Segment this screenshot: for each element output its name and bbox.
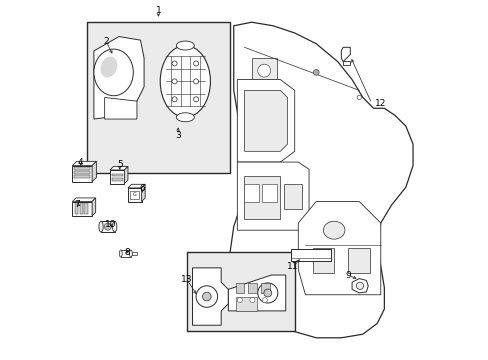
Bar	[101, 221, 115, 232]
Text: 8: 8	[124, 248, 129, 257]
Polygon shape	[142, 184, 145, 202]
Bar	[235, 297, 257, 311]
Ellipse shape	[176, 41, 194, 50]
Polygon shape	[298, 202, 380, 295]
Bar	[112, 178, 122, 181]
Bar	[244, 184, 258, 202]
Text: 9: 9	[345, 271, 351, 280]
Circle shape	[313, 69, 319, 75]
Bar	[312, 248, 333, 273]
Ellipse shape	[160, 45, 210, 117]
Bar	[343, 61, 349, 65]
Circle shape	[193, 79, 198, 84]
Bar	[128, 188, 142, 202]
Bar	[247, 283, 257, 293]
Polygon shape	[128, 184, 145, 188]
Polygon shape	[237, 162, 308, 230]
Polygon shape	[72, 198, 96, 202]
Text: 2: 2	[103, 37, 109, 46]
Polygon shape	[351, 279, 367, 293]
Bar	[112, 174, 122, 176]
Circle shape	[257, 64, 270, 77]
Bar	[74, 175, 89, 178]
Text: 13: 13	[181, 275, 192, 284]
Bar	[251, 58, 276, 83]
Text: 5: 5	[117, 160, 122, 169]
Text: 12: 12	[375, 99, 386, 108]
Polygon shape	[341, 47, 349, 62]
Text: 10: 10	[105, 220, 117, 229]
Polygon shape	[192, 268, 228, 325]
Ellipse shape	[94, 49, 133, 96]
Polygon shape	[244, 90, 287, 151]
Polygon shape	[228, 275, 285, 311]
Circle shape	[202, 292, 211, 301]
Circle shape	[262, 298, 267, 303]
Ellipse shape	[129, 250, 132, 257]
Ellipse shape	[99, 221, 103, 232]
Polygon shape	[237, 80, 294, 162]
Circle shape	[193, 97, 198, 102]
Circle shape	[237, 298, 242, 303]
Circle shape	[264, 289, 271, 297]
Circle shape	[249, 298, 254, 303]
Polygon shape	[92, 161, 96, 182]
Polygon shape	[110, 166, 128, 170]
Polygon shape	[72, 161, 96, 166]
Text: G: G	[133, 192, 136, 197]
Ellipse shape	[119, 250, 122, 257]
Circle shape	[356, 95, 361, 100]
Circle shape	[104, 223, 111, 230]
Circle shape	[193, 61, 198, 66]
Circle shape	[172, 79, 177, 84]
Bar	[290, 249, 330, 261]
Polygon shape	[124, 166, 128, 184]
Bar	[74, 171, 89, 174]
Text: 7: 7	[74, 200, 80, 209]
Text: 4: 4	[78, 158, 83, 167]
Circle shape	[356, 282, 363, 289]
Text: 11: 11	[286, 262, 298, 271]
Ellipse shape	[323, 221, 344, 239]
Text: 6: 6	[139, 184, 145, 193]
Polygon shape	[94, 37, 144, 119]
Bar	[348, 248, 369, 273]
Bar	[262, 184, 276, 202]
Bar	[187, 252, 294, 330]
Polygon shape	[104, 98, 137, 119]
Bar	[244, 176, 280, 220]
Ellipse shape	[112, 221, 117, 232]
Circle shape	[257, 283, 277, 303]
Bar	[235, 283, 244, 293]
Bar	[74, 167, 89, 170]
Bar	[72, 166, 92, 182]
Bar	[86, 22, 230, 173]
Bar	[110, 170, 124, 184]
Bar	[130, 191, 139, 199]
Bar	[121, 250, 131, 257]
Bar	[80, 203, 83, 214]
Circle shape	[172, 97, 177, 102]
Bar	[284, 184, 301, 209]
Bar	[132, 252, 136, 255]
Ellipse shape	[176, 113, 194, 122]
Circle shape	[172, 61, 177, 66]
Polygon shape	[230, 22, 412, 338]
Bar	[84, 203, 88, 214]
Bar	[260, 283, 269, 293]
Text: 1: 1	[155, 5, 161, 14]
Bar	[72, 202, 92, 216]
Bar	[75, 203, 78, 214]
Polygon shape	[92, 198, 96, 216]
Circle shape	[196, 286, 217, 307]
Ellipse shape	[101, 57, 117, 77]
Text: 3: 3	[175, 131, 181, 140]
